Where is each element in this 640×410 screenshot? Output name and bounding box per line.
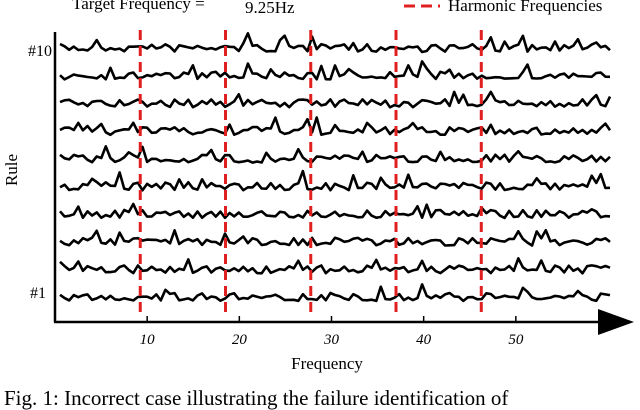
rule-trace-1: [59, 283, 611, 303]
row-label-bottom: #1: [30, 285, 46, 302]
rule-traces: [59, 31, 612, 303]
x-tick-label-30: 30: [323, 332, 340, 348]
rule-trace-7: [59, 116, 612, 137]
target-frequency-value: 9.25Hz: [245, 0, 295, 17]
rule-trace-10: [59, 31, 611, 54]
rule-trace-3: [59, 228, 611, 247]
x-ticks: 10 20 30 40 50: [140, 316, 524, 348]
rule-trace-9: [59, 60, 611, 81]
x-axis-label: Frequency: [291, 354, 363, 373]
rule-trace-6: [59, 145, 611, 164]
x-axis-arrow-icon: [598, 309, 634, 335]
x-tick-label-20: 20: [232, 332, 248, 348]
y-axis-label: Rule: [2, 154, 21, 186]
x-tick-label-40: 40: [416, 332, 432, 348]
x-tick-label-10: 10: [140, 332, 156, 348]
rule-trace-4: [59, 202, 611, 220]
legend-label: Harmonic Frequencies: [448, 0, 602, 15]
figure-caption: Fig. 1: Incorrect case illustrating the …: [4, 386, 509, 410]
target-frequency-label: Target Frequency =: [72, 0, 205, 13]
row-label-top: #10: [28, 43, 52, 60]
rule-trace-8: [59, 90, 612, 109]
harmonic-lines: [138, 30, 483, 318]
rule-trace-2: [59, 257, 611, 275]
x-tick-label-50: 50: [508, 332, 524, 348]
rule-trace-5: [59, 169, 611, 192]
